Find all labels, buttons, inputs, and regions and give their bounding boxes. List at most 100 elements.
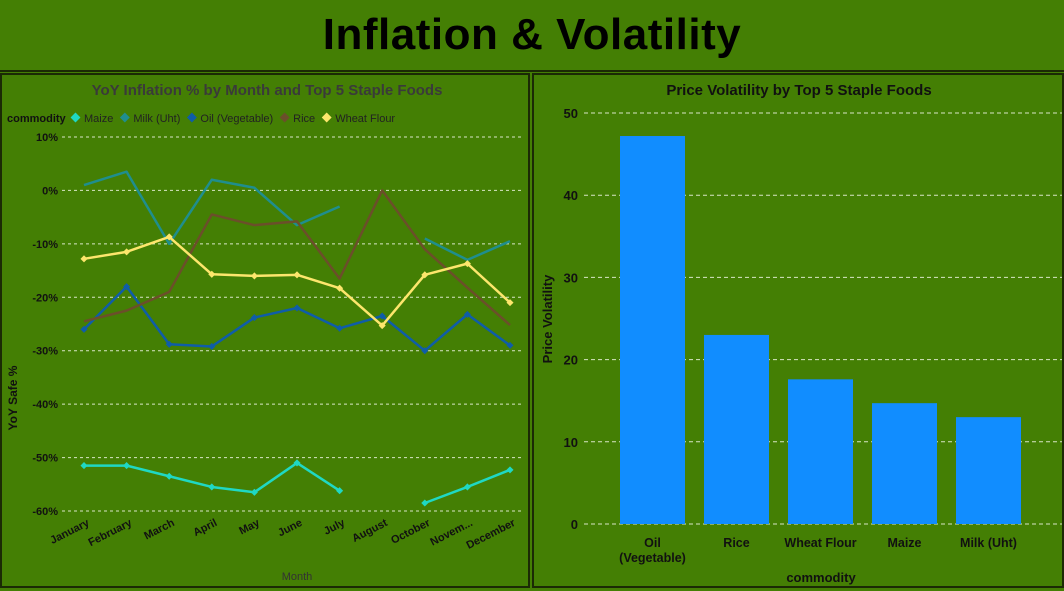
data-point-maize[interactable] <box>250 488 258 496</box>
data-point-wheat-flour[interactable] <box>165 233 173 241</box>
x-tick-label: Milk (Uht) <box>960 536 1017 550</box>
legend-item-milk-uht[interactable]: Milk (Uht) <box>119 112 181 125</box>
series-line-oil-vegetable <box>83 285 511 352</box>
x-tick-label: October <box>389 517 433 547</box>
legend-label: Maize <box>84 113 113 125</box>
y-tick-label: -40% <box>32 399 58 411</box>
legend-marker <box>186 112 197 123</box>
data-point-wheat-flour[interactable] <box>336 284 344 292</box>
y-tick-label: 30 <box>564 270 578 285</box>
y-tick-label: -20% <box>32 292 58 304</box>
y-tick-label: 0 <box>571 517 578 532</box>
x-tick-label: December <box>465 517 518 552</box>
data-point-wheat-flour[interactable] <box>506 299 514 307</box>
x-tick-label: July <box>322 517 348 538</box>
y-tick-label: -50% <box>32 453 58 465</box>
inflation-line-chart-panel[interactable]: YoY Inflation % by Month and Top 5 Stapl… <box>0 73 530 588</box>
data-point-wheat-flour[interactable] <box>80 255 88 263</box>
y-tick-label: 20 <box>564 353 578 368</box>
data-point-wheat-flour[interactable] <box>208 270 216 278</box>
y-tick-label: -30% <box>32 346 58 358</box>
data-point-oil-vegetable[interactable] <box>463 310 471 318</box>
legend-label: Milk (Uht) <box>133 113 180 125</box>
bar-maize[interactable] <box>872 403 937 524</box>
y-tick-label: 40 <box>564 188 578 203</box>
x-tick-label: Wheat Flour <box>784 536 856 550</box>
y-tick-label: 0% <box>42 185 58 197</box>
x-tick-label: Oil <box>644 536 661 550</box>
dashboard-header: Inflation & Volatility <box>0 0 1064 72</box>
line-chart-title: YoY Inflation % by Month and Top 5 Stapl… <box>92 82 443 99</box>
data-point-oil-vegetable[interactable] <box>293 304 301 312</box>
series-line-rice <box>83 189 511 327</box>
data-point-wheat-flour[interactable] <box>123 248 131 256</box>
data-point-oil-vegetable[interactable] <box>123 283 131 291</box>
x-tick-label: May <box>237 517 262 538</box>
legend-item-oil-vegetable[interactable]: Oil (Vegetable) <box>186 112 273 125</box>
bar-oil-vegetable[interactable] <box>620 136 685 524</box>
data-point-oil-vegetable[interactable] <box>208 342 216 350</box>
data-point-maize[interactable] <box>463 483 471 491</box>
bar-milk-uht[interactable] <box>956 417 1021 524</box>
bar-chart-ylabel: Price Volatility <box>540 274 555 363</box>
x-tick-label: Maize <box>887 536 921 550</box>
data-point-maize[interactable] <box>80 462 88 470</box>
data-point-wheat-flour[interactable] <box>378 322 386 330</box>
series-line-milk-uht <box>424 237 511 262</box>
y-tick-label: 50 <box>564 106 578 121</box>
legend-item-maize[interactable]: Maize <box>70 112 114 125</box>
data-point-wheat-flour[interactable] <box>250 272 258 280</box>
x-tick-label: Rice <box>723 536 749 550</box>
data-point-oil-vegetable[interactable] <box>378 312 386 320</box>
legend-marker <box>70 112 81 123</box>
data-point-maize[interactable] <box>123 462 131 470</box>
legend-label: Rice <box>293 113 315 125</box>
bar-wheat-flour[interactable] <box>788 379 853 524</box>
data-point-maize[interactable] <box>421 499 429 507</box>
x-tick-label: March <box>142 517 177 543</box>
data-point-oil-vegetable[interactable] <box>421 347 429 355</box>
data-point-oil-vegetable[interactable] <box>336 324 344 332</box>
series-wheat-flour[interactable] <box>80 233 514 330</box>
data-point-oil-vegetable[interactable] <box>250 314 258 322</box>
legend-label: Wheat Flour <box>335 113 395 125</box>
volatility-bar-chart[interactable]: Price Volatility by Top 5 Staple Foods 0… <box>534 75 1062 586</box>
legend-marker <box>119 112 130 123</box>
legend-label: Oil (Vegetable) <box>200 113 273 125</box>
x-tick-label: February <box>87 517 135 549</box>
bar-chart-title: Price Volatility by Top 5 Staple Foods <box>666 82 931 99</box>
data-point-maize[interactable] <box>506 466 514 474</box>
series-rice[interactable] <box>83 189 511 327</box>
x-tick-label: June <box>276 517 304 539</box>
series-milk-uht[interactable] <box>83 170 511 262</box>
data-point-maize[interactable] <box>165 472 173 480</box>
data-point-maize[interactable] <box>293 459 301 467</box>
legend-item-rice[interactable]: Rice <box>279 112 315 125</box>
data-point-maize[interactable] <box>208 483 216 491</box>
page-title: Inflation & Volatility <box>322 10 742 59</box>
y-tick-label: -10% <box>32 239 58 251</box>
x-tick-label: (Vegetable) <box>619 551 686 565</box>
series-line-milk-uht <box>83 170 341 246</box>
volatility-bar-chart-panel[interactable]: Price Volatility by Top 5 Staple Foods 0… <box>532 73 1064 588</box>
series-maize[interactable] <box>80 459 514 507</box>
bar-chart-xlabel: commodity <box>786 570 856 585</box>
data-point-maize[interactable] <box>336 487 344 495</box>
bar-rice[interactable] <box>704 334 769 524</box>
data-point-wheat-flour[interactable] <box>421 271 429 279</box>
y-tick-label: 10 <box>564 435 578 450</box>
y-tick-label: 10% <box>36 132 58 144</box>
line-chart-xlabel: Month <box>282 571 313 583</box>
inflation-line-chart[interactable]: YoY Inflation % by Month and Top 5 Stapl… <box>2 75 528 586</box>
data-point-wheat-flour[interactable] <box>293 271 301 279</box>
x-tick-label: April <box>191 517 219 539</box>
y-tick-label: -60% <box>32 506 58 518</box>
x-tick-label: January <box>48 517 92 547</box>
data-point-wheat-flour[interactable] <box>463 260 471 268</box>
legend-item-wheat-flour[interactable]: Wheat Flour <box>321 112 396 125</box>
series-oil-vegetable[interactable] <box>80 283 514 355</box>
data-point-oil-vegetable[interactable] <box>506 341 514 349</box>
legend-marker <box>279 112 290 123</box>
legend-marker <box>321 112 332 123</box>
data-point-oil-vegetable[interactable] <box>165 340 173 348</box>
